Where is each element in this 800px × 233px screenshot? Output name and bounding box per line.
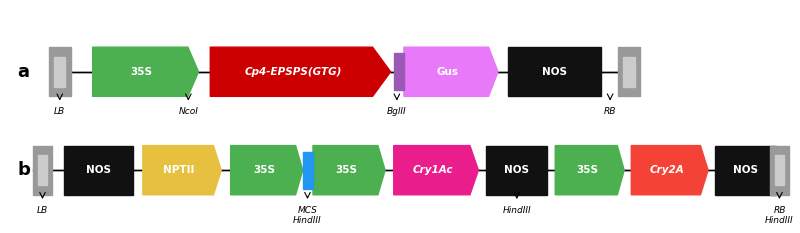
Text: Cry2A: Cry2A — [650, 165, 684, 175]
Bar — [486, 146, 547, 195]
Bar — [715, 146, 776, 195]
Text: 35S: 35S — [130, 67, 152, 77]
Text: b: b — [18, 161, 30, 179]
Text: NOS: NOS — [504, 165, 530, 175]
Text: LB: LB — [37, 206, 48, 215]
Text: Gus: Gus — [436, 67, 458, 77]
Text: MCS
HindIII: MCS HindIII — [293, 206, 322, 225]
Bar — [508, 47, 601, 96]
Polygon shape — [631, 146, 708, 195]
Bar — [33, 146, 52, 195]
Text: RB: RB — [604, 107, 616, 116]
Text: HindIII: HindIII — [502, 206, 531, 215]
Polygon shape — [313, 146, 385, 195]
Text: 35S: 35S — [335, 165, 357, 175]
Bar — [49, 47, 70, 96]
Polygon shape — [93, 47, 198, 96]
Polygon shape — [143, 146, 222, 195]
Bar — [302, 152, 313, 189]
Text: NOS: NOS — [542, 67, 567, 77]
Text: Cry1Ac: Cry1Ac — [413, 165, 453, 175]
Bar — [54, 57, 66, 87]
Bar — [65, 146, 134, 195]
Text: BglII: BglII — [387, 107, 406, 116]
Polygon shape — [230, 146, 302, 195]
Text: LB: LB — [54, 107, 66, 116]
Polygon shape — [394, 146, 478, 195]
Bar — [38, 155, 47, 185]
Text: NcoI: NcoI — [178, 107, 198, 116]
Polygon shape — [555, 146, 624, 195]
Text: 35S: 35S — [253, 165, 275, 175]
Text: NOS: NOS — [734, 165, 758, 175]
Bar — [623, 57, 634, 87]
Text: NPTII: NPTII — [163, 165, 194, 175]
Text: 35S: 35S — [576, 165, 598, 175]
Bar — [394, 53, 404, 90]
Bar — [618, 47, 640, 96]
Text: a: a — [18, 63, 30, 81]
Text: Cp4-EPSPS(GTG): Cp4-EPSPS(GTG) — [245, 67, 342, 77]
Bar — [774, 155, 784, 185]
Polygon shape — [210, 47, 390, 96]
Text: NOS: NOS — [86, 165, 111, 175]
Polygon shape — [404, 47, 498, 96]
Text: RB
HindIII: RB HindIII — [765, 206, 794, 225]
Bar — [770, 146, 789, 195]
